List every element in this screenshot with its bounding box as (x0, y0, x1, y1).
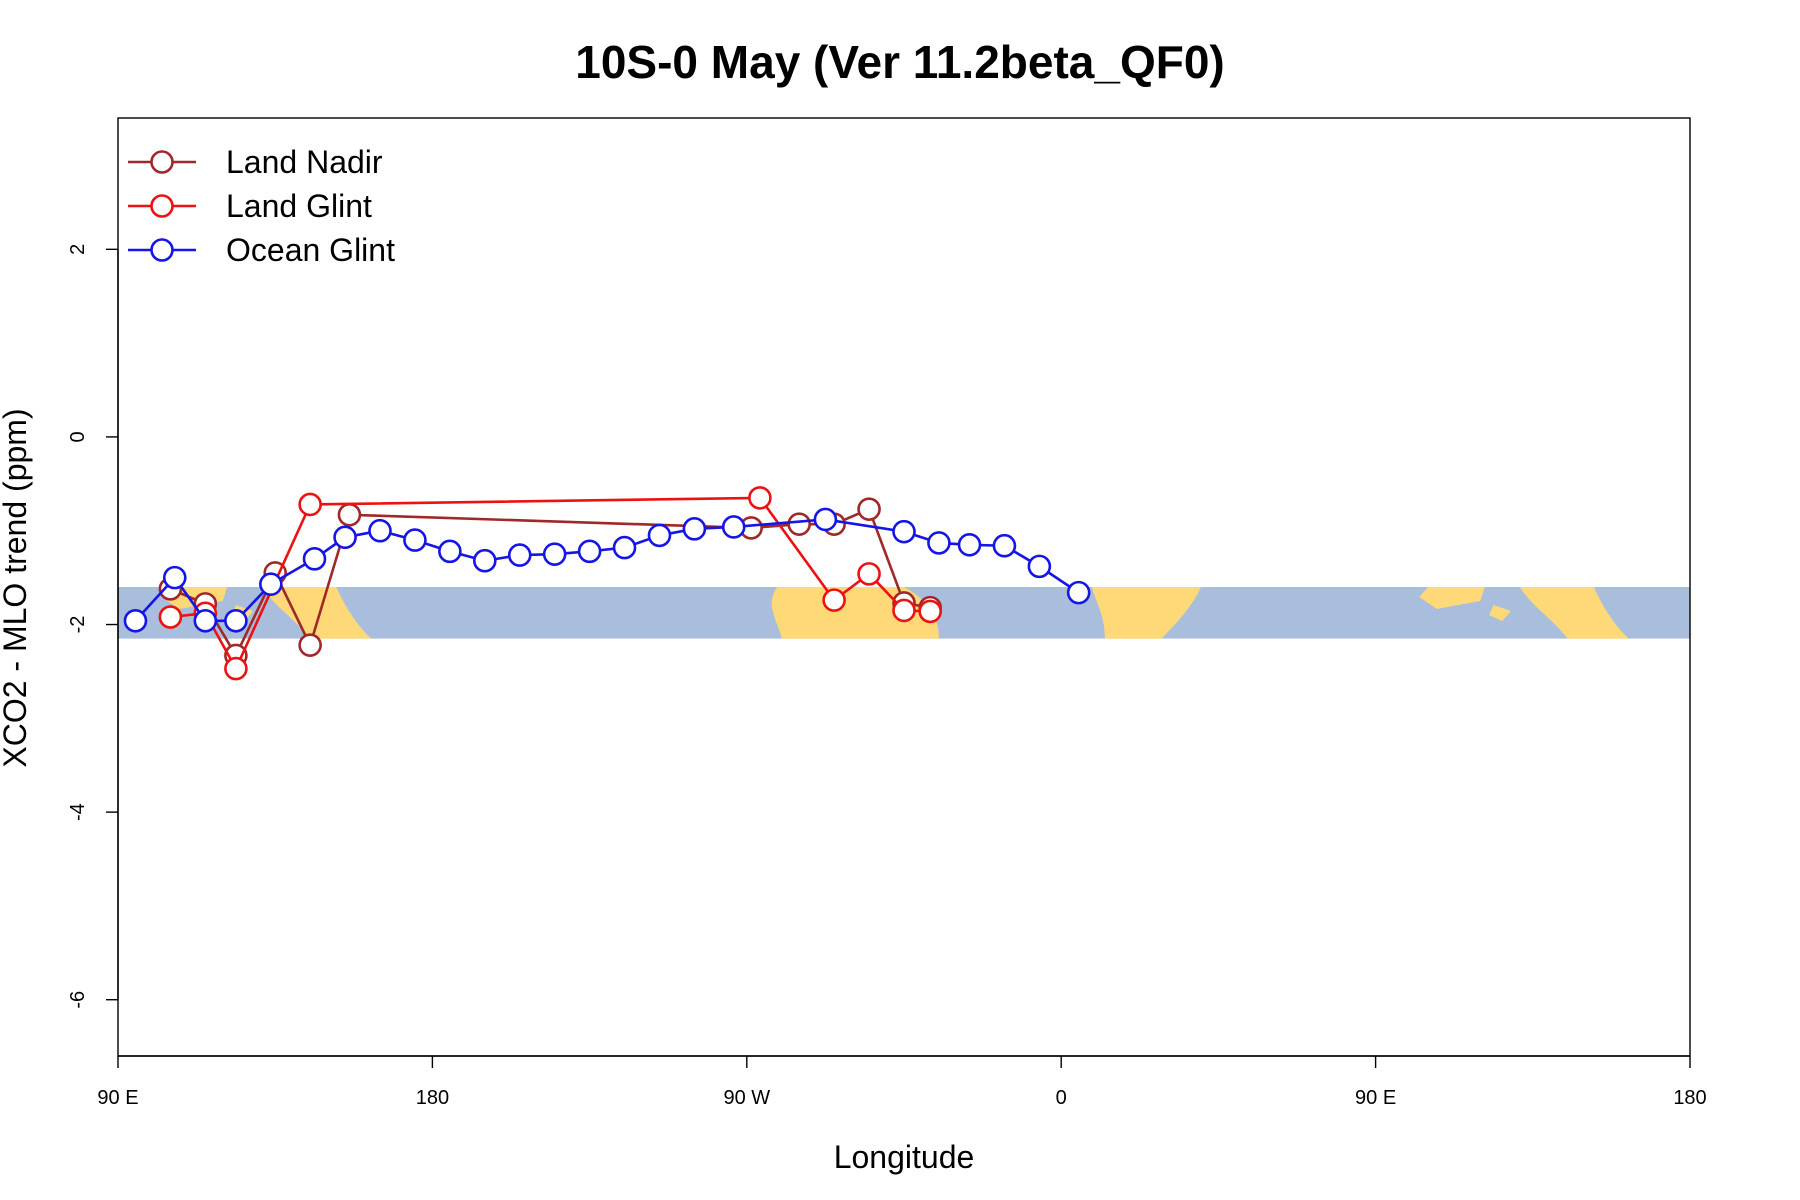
x-axis: 90 E 180 90 W 0 90 E 180 (97, 1055, 1707, 1109)
ocean-glint-point (438, 539, 462, 564)
ocean-glint-point (162, 565, 187, 590)
land-patch (1489, 605, 1511, 621)
ocean-glint-point (647, 523, 672, 548)
y-tick-label: -2 (67, 616, 89, 634)
land-patch (1519, 587, 1629, 639)
ocean-glint-point (333, 525, 357, 550)
land-glint-point (918, 599, 943, 624)
chart-title: 10S-0 May (Ver 11.2beta_QF0) (575, 36, 1224, 88)
legend-label: Ocean Glint (226, 232, 395, 268)
legend-label: Land Nadir (226, 144, 383, 180)
y-axis-label: XCO2 - MLO trend (ppm) (0, 408, 33, 767)
ocean-glint-point (403, 528, 427, 552)
ocean-glint-point (1066, 580, 1091, 605)
land-africa (1091, 587, 1201, 639)
ocean-glint-point (123, 608, 148, 633)
y-tick-label: 0 (67, 431, 89, 442)
legend-marker (150, 194, 174, 218)
ocean-glint-point (224, 608, 248, 633)
y-tick-label: -6 (67, 991, 89, 1009)
ocean-glint-point (577, 539, 602, 564)
legend-marker (150, 150, 174, 174)
ocean-glint-point (193, 608, 218, 633)
ocean-glint-point (368, 518, 392, 543)
land-nadir-point (857, 497, 881, 521)
land-glint-point (224, 656, 248, 681)
y-tick-label: 2 (67, 244, 89, 255)
x-tick-label: 180 (416, 1087, 449, 1109)
legend-item-land-glint: Land Glint (128, 188, 372, 224)
ocean-glint-series (123, 507, 1091, 633)
land-glint-point (822, 588, 846, 612)
legend-item-land-nadir: Land Nadir (128, 144, 383, 180)
ocean-glint-point (612, 535, 637, 560)
land-nadir-point (787, 512, 812, 536)
ocean-glint-point (682, 517, 707, 541)
ocean-glint-point (927, 531, 951, 555)
ocean-glint-point (542, 542, 567, 566)
legend-label: Land Glint (226, 188, 372, 224)
legend: Land Nadir Land Glint Ocean Glint (128, 144, 395, 268)
land-glint-point (748, 486, 772, 510)
x-tick-label: 0 (1056, 1087, 1067, 1109)
ocean-glint-point (721, 515, 746, 539)
ocean-glint-point (892, 519, 916, 544)
ocean-glint-point (507, 543, 532, 567)
land-nadir-point (298, 633, 322, 657)
land-glint-point (857, 562, 881, 586)
ocean-glint-point (1027, 554, 1052, 579)
ocean-glint-point (992, 533, 1017, 558)
legend-marker (150, 238, 174, 262)
series-layer (123, 486, 1091, 681)
x-tick-label: 90 E (1355, 1087, 1396, 1109)
y-tick-label: -4 (67, 803, 89, 821)
ocean-glint-point (302, 547, 327, 571)
x-tick-label: 90 E (97, 1087, 138, 1109)
y-axis: 2 0 -2 -4 -6 (67, 244, 119, 1009)
land-glint-point (892, 598, 916, 623)
x-axis-label: Longitude (834, 1139, 975, 1175)
land-nadir-point (337, 502, 362, 527)
ocean-glint-point (957, 532, 982, 557)
legend-item-ocean-glint: Ocean Glint (128, 232, 395, 268)
land-glint-point (298, 492, 322, 517)
ocean-glint-point (259, 572, 283, 596)
ocean-glint-point (472, 548, 497, 573)
ocean-glint-point (813, 507, 838, 532)
land-glint-point (158, 605, 183, 629)
land-patch (1419, 587, 1485, 609)
x-tick-label: 180 (1673, 1087, 1706, 1109)
x-tick-label: 90 W (723, 1087, 770, 1109)
